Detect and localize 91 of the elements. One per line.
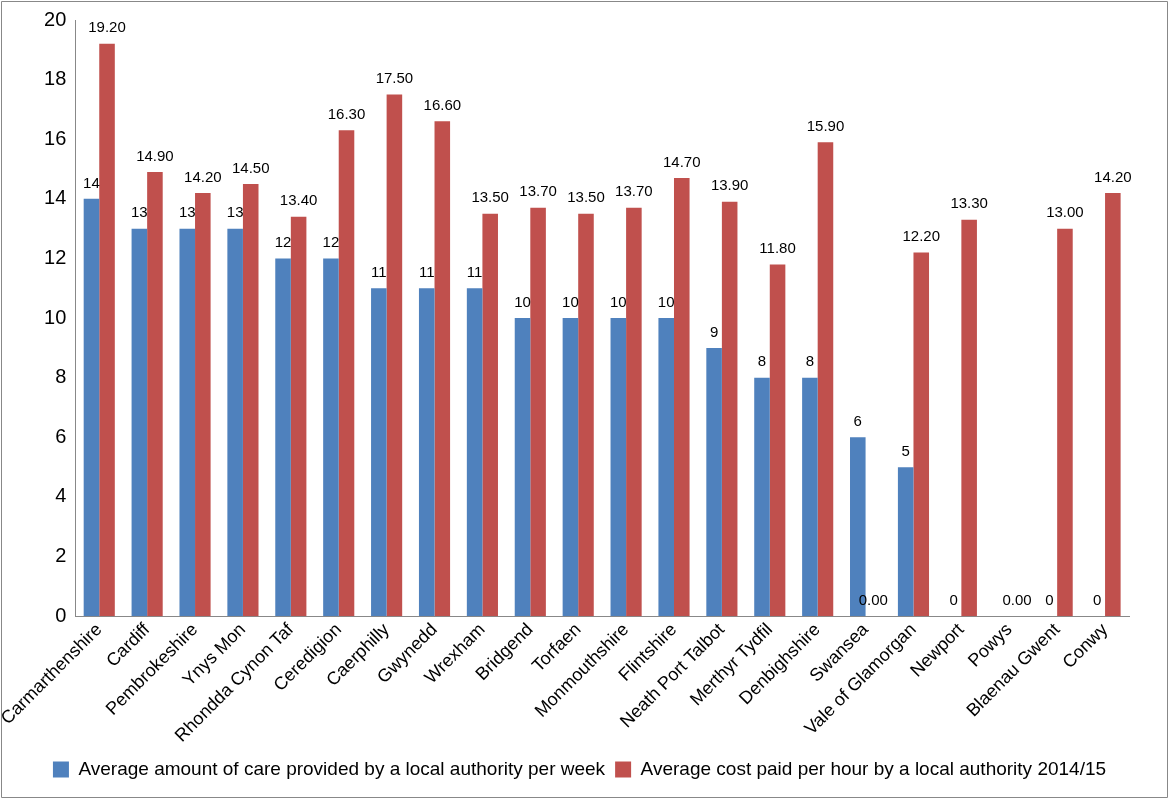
bar <box>131 228 148 617</box>
data-label: 6 <box>853 411 862 429</box>
data-label: 10 <box>514 292 531 310</box>
data-label: 16.60 <box>423 96 462 113</box>
bar <box>721 201 738 617</box>
data-label: 12.20 <box>902 227 941 245</box>
bar <box>338 130 355 617</box>
bar <box>1057 228 1073 617</box>
bar <box>371 288 387 617</box>
data-label: 9 <box>709 322 719 340</box>
legend-label: Average amount of care provided by a local authority per week <box>78 757 606 779</box>
data-label: 13.40 <box>279 191 318 209</box>
data-label: 14.20 <box>1094 167 1132 185</box>
y-tick-label: 10 <box>44 305 67 328</box>
data-label: 14 <box>83 173 100 191</box>
bar <box>290 216 307 617</box>
y-tick-label: 14 <box>44 186 67 209</box>
y-tick-label: 2 <box>55 544 67 567</box>
legend-label: Average cost paid per hour by a local authority 2014/15 <box>640 757 1107 779</box>
data-label: 14.50 <box>231 158 270 176</box>
data-label: 12 <box>322 233 340 251</box>
bar <box>658 318 674 617</box>
data-label: 13.50 <box>567 188 605 206</box>
data-label: 11 <box>466 262 483 280</box>
y-tick-label: 6 <box>55 424 67 447</box>
y-tick-label: 16 <box>44 126 67 149</box>
bar <box>179 228 196 617</box>
bar <box>961 219 977 617</box>
y-tick-label: 8 <box>55 365 67 388</box>
data-label: 13.70 <box>519 182 557 200</box>
bar <box>195 192 211 617</box>
y-tick-label: 0 <box>55 603 67 626</box>
y-tick-label: 20 <box>44 7 67 30</box>
bar <box>275 258 291 617</box>
bar <box>242 183 259 617</box>
data-label: 13.50 <box>471 188 509 206</box>
bar <box>418 288 435 617</box>
data-label: 13.30 <box>950 194 988 212</box>
bar <box>83 198 100 617</box>
bar <box>1105 192 1121 617</box>
bar <box>434 121 451 617</box>
bar <box>769 264 786 617</box>
bar <box>897 467 914 617</box>
y-tick-label: 12 <box>44 246 67 268</box>
bar <box>99 43 115 617</box>
bar <box>754 377 770 617</box>
bar <box>706 347 722 617</box>
bar <box>530 207 546 617</box>
data-label: 13 <box>226 203 244 221</box>
bar <box>802 377 818 617</box>
bar <box>626 207 642 617</box>
data-label: 14.20 <box>184 167 222 185</box>
data-label: 0 <box>1045 590 1054 608</box>
bar <box>386 94 403 617</box>
data-label: 13 <box>178 203 196 221</box>
y-tick-label: 4 <box>55 484 67 507</box>
data-label: 11 <box>418 262 435 280</box>
data-label: 13.90 <box>710 176 749 194</box>
data-label: 0 <box>1093 590 1102 608</box>
data-label: 10 <box>657 292 675 310</box>
bar <box>147 172 163 617</box>
bar <box>610 318 627 617</box>
bar <box>913 252 930 617</box>
data-label: 14.90 <box>136 146 174 164</box>
bar <box>673 178 690 617</box>
data-label: 5 <box>901 441 910 459</box>
data-label: 11 <box>371 262 387 280</box>
bar <box>817 142 834 617</box>
data-label: 13 <box>131 203 148 221</box>
data-label: 10 <box>609 292 627 310</box>
data-label: 15.90 <box>806 116 845 134</box>
data-label: 16.30 <box>327 104 366 122</box>
bar <box>323 258 339 617</box>
data-label: 11.80 <box>759 239 796 257</box>
bar <box>227 228 243 617</box>
data-label: 19.20 <box>88 18 126 36</box>
data-label: 0.00 <box>1002 590 1032 608</box>
data-label: 0 <box>949 590 958 608</box>
data-label: 14.70 <box>663 152 701 170</box>
y-tick-label: 18 <box>44 67 67 90</box>
bar <box>514 318 531 617</box>
data-label: 8 <box>757 352 767 370</box>
bar <box>578 213 594 617</box>
data-label: 17.50 <box>375 69 414 87</box>
data-label: 13.00 <box>1046 203 1084 221</box>
bar <box>562 318 579 617</box>
data-label: 12 <box>274 233 292 251</box>
data-label: 13.70 <box>615 182 653 200</box>
bar <box>466 288 483 617</box>
bar <box>482 213 498 617</box>
data-label: 8 <box>805 352 815 370</box>
